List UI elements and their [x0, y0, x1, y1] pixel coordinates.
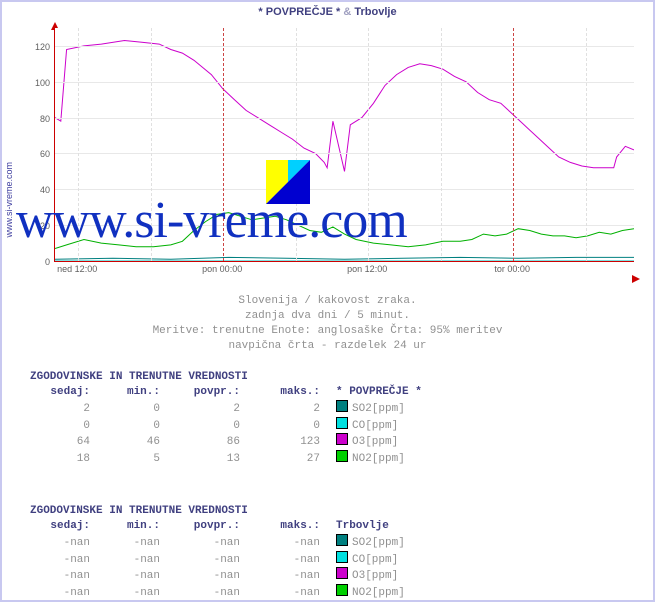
x-axis-arrow-icon [632, 275, 640, 283]
watermark-text: www.si-vreme.com [16, 191, 645, 250]
legend-swatch-icon [336, 534, 348, 546]
legend-label: CO[ppm] [352, 420, 398, 432]
caption-line: zadnja dva dni / 5 minut. [2, 309, 653, 324]
legend-swatch-icon [336, 567, 348, 579]
table-row: -nan-nan-nan-nanSO2[ppm] [30, 534, 405, 551]
legend-label: NO2[ppm] [352, 453, 405, 465]
y-axis-source-label: www.si-vreme.com [4, 162, 14, 238]
gridline-h [55, 46, 634, 47]
title-right: Trbovlje [354, 6, 396, 18]
y-tick-label: 100 [30, 78, 50, 88]
legend-swatch-icon [336, 584, 348, 596]
chart-caption: Slovenija / kakovost zraka.zadnja dva dn… [2, 294, 653, 353]
gridline-h [55, 118, 634, 119]
x-tick-label: ned 12:00 [57, 264, 97, 274]
legend-label: O3[ppm] [352, 570, 398, 582]
y-tick-label: 120 [30, 42, 50, 52]
series-O3 [55, 41, 634, 172]
table-title: ZGODOVINSKE IN TRENUTNE VREDNOSTI [30, 370, 422, 385]
legend-swatch-icon [336, 450, 348, 462]
caption-line: navpična črta - razdelek 24 ur [2, 339, 653, 354]
x-tick-label: pon 12:00 [347, 264, 387, 274]
legend-label: SO2[ppm] [352, 403, 405, 415]
caption-line: Meritve: trenutne Enote: anglosaške Črta… [2, 324, 653, 339]
x-tick-label: tor 00:00 [494, 264, 530, 274]
legend-label: O3[ppm] [352, 436, 398, 448]
title-ampersand: & [343, 6, 351, 18]
title-left: * POVPREČJE * [258, 6, 340, 18]
legend-label: SO2[ppm] [352, 537, 405, 549]
gridline-h [55, 153, 634, 154]
table-row: -nan-nan-nan-nanCO[ppm] [30, 551, 405, 568]
table-header-row: sedaj:min.:povpr.:maks.:Trbovlje [30, 519, 405, 534]
series-SO2 [55, 257, 634, 259]
stats-table: ZGODOVINSKE IN TRENUTNE VREDNOSTIsedaj:m… [30, 504, 405, 601]
legend-swatch-icon [336, 417, 348, 429]
x-tick-label: pon 00:00 [202, 264, 242, 274]
y-tick-label: 0 [30, 257, 50, 267]
table-header-row: sedaj:min.:povpr.:maks.:* POVPREČJE * [30, 385, 422, 400]
table-row: 1851327NO2[ppm] [30, 450, 422, 467]
table-row: 644686123O3[ppm] [30, 433, 422, 450]
y-tick-label: 80 [30, 114, 50, 124]
legend-label: NO2[ppm] [352, 587, 405, 599]
caption-line: Slovenija / kakovost zraka. [2, 294, 653, 309]
legend-label: CO[ppm] [352, 554, 398, 566]
legend-swatch-icon [336, 400, 348, 412]
y-tick-label: 60 [30, 149, 50, 159]
table-row: -nan-nan-nan-nanO3[ppm] [30, 567, 405, 584]
chart-title: * POVPREČJE * & Trbovlje [2, 2, 653, 20]
table-row: 2022SO2[ppm] [30, 400, 422, 417]
table-title: ZGODOVINSKE IN TRENUTNE VREDNOSTI [30, 504, 405, 519]
card-frame: * POVPREČJE * & Trbovlje www.si-vreme.co… [0, 0, 655, 602]
gridline-h [55, 82, 634, 83]
stats-table: ZGODOVINSKE IN TRENUTNE VREDNOSTIsedaj:m… [30, 370, 422, 467]
table-row: 0000CO[ppm] [30, 417, 422, 434]
table-row: -nan-nan-nan-nanNO2[ppm] [30, 584, 405, 601]
legend-swatch-icon [336, 551, 348, 563]
legend-swatch-icon [336, 433, 348, 445]
